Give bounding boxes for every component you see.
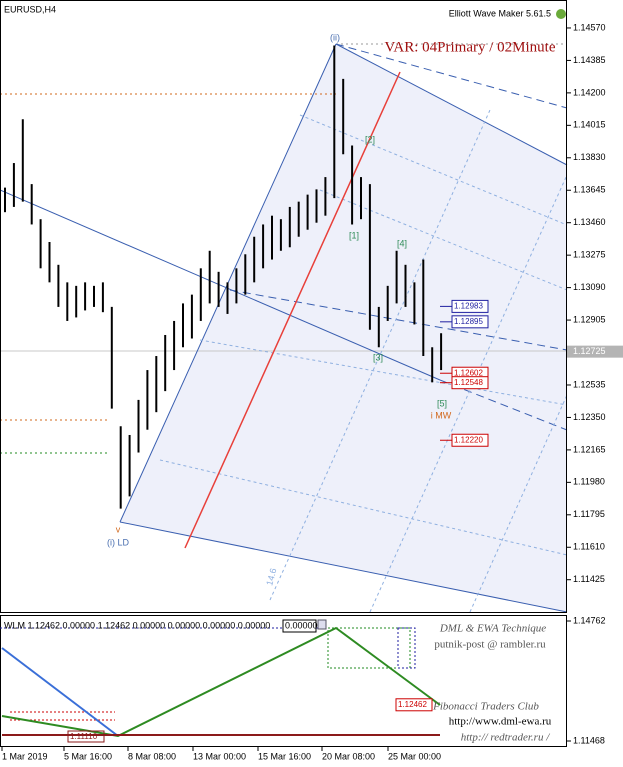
- wave-drawings: [0, 43, 568, 613]
- price-tag: [451, 376, 489, 390]
- credit-text: http://www.dml-ewa.ru: [449, 716, 552, 728]
- fib-line: [469, 394, 568, 613]
- price-tag-label: 1.12220: [454, 435, 483, 444]
- wave-label: [3]: [373, 352, 383, 362]
- symbol-title: EURUSD,H4: [4, 4, 56, 14]
- x-tick-label: 5 Mar 16:00: [64, 751, 112, 761]
- price-tag: [451, 433, 489, 447]
- low-tag: [67, 730, 105, 743]
- price-tag-label: 1.12548: [454, 378, 483, 387]
- wave-label: i MW: [431, 410, 452, 420]
- y-tick-label: 1.12350: [573, 412, 606, 422]
- y-tick-label: 1.11980: [573, 477, 605, 487]
- y-tick-label: 1.11610: [573, 542, 605, 552]
- main-frame: [0, 0, 567, 613]
- credit-text: Fibonacci Traders Club: [432, 701, 539, 713]
- sub-frame: [0, 615, 567, 747]
- y-tick-label: 1.13275: [573, 250, 606, 260]
- y-tick-label: 1.11795: [573, 509, 605, 519]
- credit-text: putnik-post @ rambler.ru: [434, 639, 546, 651]
- price-tag: [451, 299, 489, 313]
- zone: [397, 627, 416, 669]
- y-tick-label: 1.13830: [573, 152, 606, 162]
- y-tick-label: 1.13460: [573, 217, 606, 227]
- value-box: [282, 619, 317, 633]
- low-tag-label: 1.11110: [70, 732, 98, 741]
- wlm-line: [1, 626, 441, 738]
- price-tag-label: 1.12983: [454, 301, 483, 310]
- current-price-tag: [567, 345, 623, 358]
- x-tick-label: 8 Mar 08:00: [128, 751, 176, 761]
- channel-line: [119, 521, 568, 613]
- wlm-line: [1, 647, 119, 737]
- wave-label: [4]: [397, 238, 407, 248]
- x-tick-label: 13 Mar 00:00: [193, 751, 246, 761]
- price-tag-label: 1.12462: [398, 700, 427, 709]
- variant-label: VAR: 04Primary / 02Minute: [385, 39, 556, 55]
- indicator-lines: [0, 626, 441, 738]
- current-price-label: 1.12725: [573, 346, 606, 356]
- channel-line: [335, 43, 568, 166]
- box-button[interactable]: [317, 619, 327, 630]
- y-tick-label: 1.11468: [573, 735, 605, 745]
- wave-label: [1]: [349, 230, 359, 240]
- fib-axis: [184, 71, 401, 549]
- wave-label: v: [116, 524, 121, 534]
- x-tick-label: 1 Mar 2019: [2, 751, 48, 761]
- y-tick-label: 1.14015: [573, 120, 606, 130]
- price-tag: [451, 315, 489, 329]
- y-tick-label: 1.12535: [573, 379, 606, 389]
- channel-line: [335, 43, 568, 109]
- indicator-header: WLM 1.12462 0.00000 1.12462 0.00000 0.00…: [4, 620, 270, 630]
- x-tick-label: 25 Mar 00:00: [388, 751, 441, 761]
- wave-label: (ii): [330, 32, 340, 42]
- status-icon: [556, 9, 566, 19]
- credit-text: http:// redtrader.ru /: [461, 732, 550, 744]
- price-tag-label: 1.12895: [454, 317, 483, 326]
- channel-fill: [120, 44, 567, 612]
- fib-line: [369, 174, 568, 613]
- value-box-text: 0.00000: [285, 620, 318, 630]
- x-tick-label: 15 Mar 16:00: [258, 751, 311, 761]
- y-tick-label: 1.14200: [573, 87, 606, 97]
- fib-line: [199, 339, 568, 406]
- trend-line: [439, 379, 568, 431]
- fib-line: [159, 459, 568, 556]
- wave-label: 14.6: [264, 567, 278, 587]
- credit-text: DML & EWA Technique: [439, 623, 546, 635]
- wave-label: (i) LD: [107, 537, 129, 547]
- y-tick-label: 1.13090: [573, 282, 606, 292]
- y-tick-label: 1.14385: [573, 55, 606, 65]
- y-tick-label: 1.12165: [573, 444, 606, 454]
- y-tick-label: 1.14762: [573, 615, 606, 625]
- trend-line: [0, 189, 441, 381]
- y-tick-label: 1.12905: [573, 314, 606, 324]
- trend-line: [229, 289, 568, 351]
- indicator-name: Elliott Wave Maker 5.61.5: [449, 8, 551, 18]
- zone: [327, 627, 411, 669]
- price-tag: [395, 698, 433, 712]
- x-tick-label: 20 Mar 08:00: [322, 751, 375, 761]
- wave-label: [5]: [437, 398, 447, 408]
- y-tick-label: 1.11425: [573, 574, 605, 584]
- price-tag-label: 1.12602: [454, 368, 483, 377]
- y-tick-label: 1.13645: [573, 185, 606, 195]
- fib-line: [299, 114, 568, 226]
- wave-label: [2]: [365, 134, 375, 144]
- y-tick-label: 1.14570: [573, 22, 606, 32]
